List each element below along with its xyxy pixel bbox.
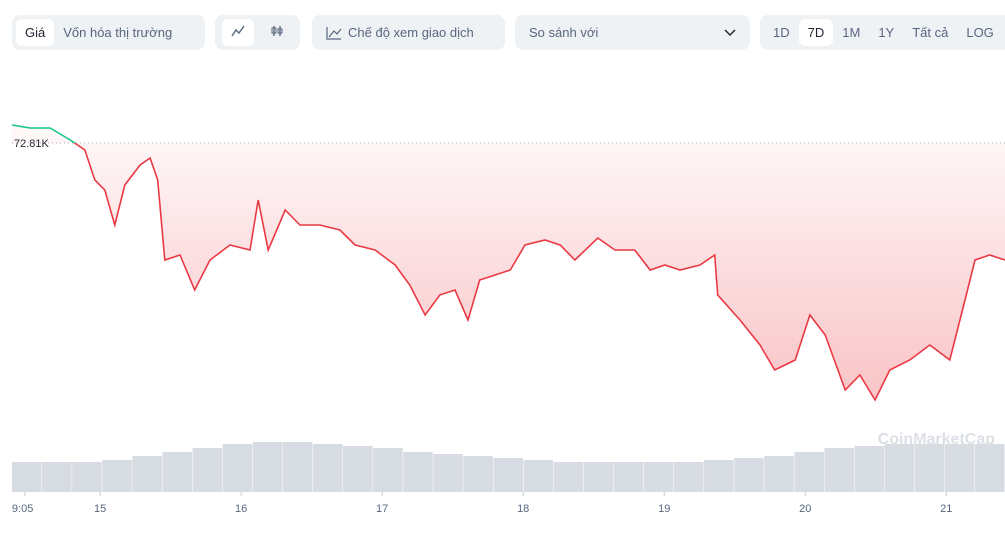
volume-bar (944, 444, 975, 492)
candle-icon (271, 26, 283, 36)
x-tick-label: 9:05 (12, 503, 33, 515)
chart-style-group (215, 15, 300, 50)
volume-bar (463, 456, 493, 492)
chevron (724, 28, 736, 36)
market-cap-tab[interactable]: Vốn hóa thị trường (63, 25, 173, 40)
x-tick-label: 18 (517, 503, 529, 515)
x-tick-label: 15 (94, 503, 106, 515)
price-line (11, 124, 1005, 402)
volume-bar (433, 454, 463, 492)
range-1m[interactable]: 1M (842, 25, 861, 40)
compare-dropdown[interactable]: So sánh với (515, 15, 750, 50)
volume-bar (42, 462, 72, 492)
volume-bar (252, 442, 283, 492)
candle-style[interactable] (261, 19, 293, 46)
volume-bar (282, 442, 313, 492)
x-tick-label: 16 (235, 503, 247, 515)
volume-bar (12, 462, 42, 492)
volume-bar (583, 462, 614, 492)
volume-bar (162, 452, 193, 492)
watermark: CoinMarketCap (878, 431, 996, 448)
view-icon (326, 26, 342, 40)
log-toggle[interactable]: LOG (966, 25, 994, 40)
volume-bar (974, 444, 1005, 492)
metric-group: Giá Vốn hóa thị trường (12, 15, 205, 50)
range-7d[interactable]: 7D (798, 19, 834, 46)
line-icon (231, 25, 245, 37)
volume-bar (794, 452, 824, 492)
trading-view-label: Chế độ xem giao dịch (348, 25, 474, 40)
volume-bar (102, 460, 132, 492)
volume-bar (403, 452, 433, 492)
trading-view-button[interactable]: Chế độ xem giao dịch (312, 15, 505, 50)
volume-bar (674, 462, 704, 492)
reference-label: 72.81K (14, 138, 50, 150)
range-group: 1D 7D 1M 1Y Tất cả LOG (760, 15, 1005, 50)
volume-bar (764, 456, 794, 492)
range-all[interactable]: Tất cả (912, 25, 949, 40)
volume-bar (884, 444, 915, 492)
volume-bar (222, 444, 253, 492)
line-style[interactable] (222, 19, 255, 46)
volume-bar (734, 458, 764, 492)
volume-bar (704, 460, 734, 492)
volume-bar (192, 448, 223, 492)
volume-bar (643, 462, 674, 492)
volume-bar (493, 458, 524, 492)
price-area (12, 125, 1005, 400)
volume-bar (343, 446, 373, 492)
volume-bar (553, 462, 584, 492)
volume-bar (613, 462, 644, 492)
price-tab[interactable]: Giá (16, 19, 55, 46)
x-tick-label: 19 (658, 503, 670, 515)
x-tick-label: 17 (376, 503, 388, 515)
volume-bar (824, 448, 855, 492)
x-tick-label: 20 (799, 503, 811, 515)
volume-bar (914, 444, 945, 492)
volume-bar (523, 460, 554, 492)
volume-bar (373, 448, 403, 492)
compare-label: So sánh với (529, 25, 599, 40)
volume-bar (854, 446, 885, 492)
volume-bar (72, 462, 102, 492)
volume-bar (132, 456, 162, 492)
range-1d[interactable]: 1D (773, 25, 790, 40)
range-1y[interactable]: 1Y (878, 25, 895, 40)
volume-bar (312, 444, 343, 492)
x-tick-label: 21 (940, 503, 952, 515)
